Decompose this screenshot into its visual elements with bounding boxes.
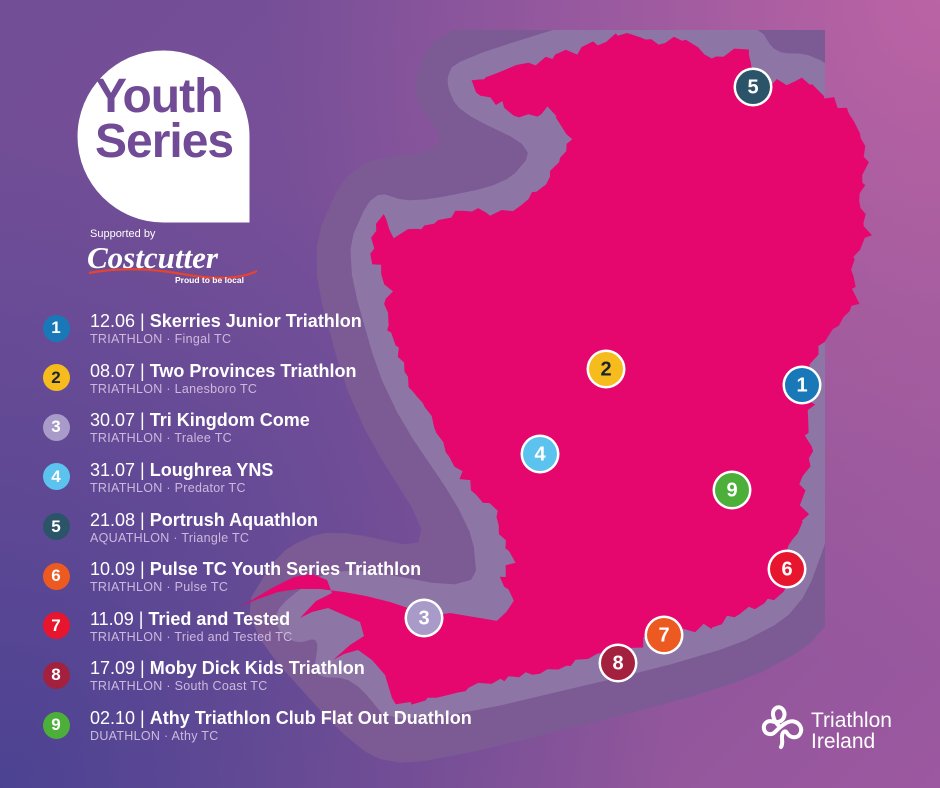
svg-text:2: 2 <box>600 359 611 381</box>
svg-text:1: 1 <box>796 375 807 397</box>
svg-text:Ireland: Ireland <box>811 730 875 753</box>
svg-text:4: 4 <box>534 444 546 466</box>
svg-text:7: 7 <box>658 625 669 647</box>
svg-text:Triathlon: Triathlon <box>811 709 892 732</box>
svg-text:3: 3 <box>418 608 429 630</box>
svg-text:6: 6 <box>781 559 792 581</box>
svg-text:5: 5 <box>747 77 758 99</box>
svg-text:8: 8 <box>612 653 623 675</box>
svg-text:Proud to be local: Proud to be local <box>175 275 244 284</box>
svg-text:9: 9 <box>726 480 737 502</box>
